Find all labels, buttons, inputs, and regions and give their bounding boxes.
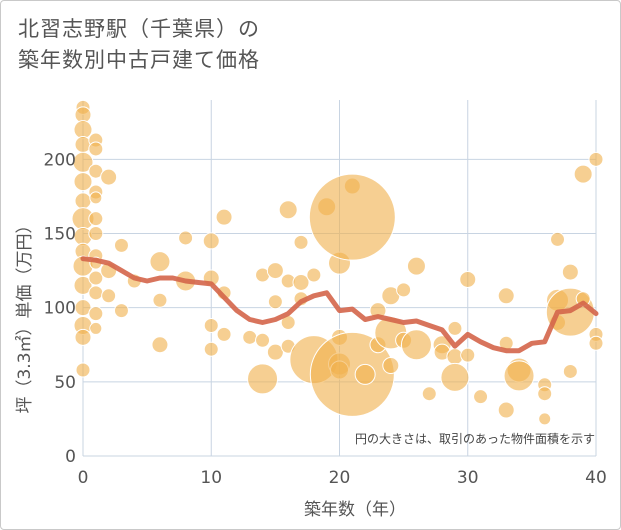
bubble-point: [562, 363, 578, 379]
bubble-point: [152, 292, 168, 308]
bubble-point: [215, 208, 233, 226]
bubble-point: [396, 282, 412, 298]
bubble-point: [459, 270, 477, 288]
x-tick-label: 40: [585, 468, 607, 488]
x-tick-label: 20: [329, 468, 351, 488]
bubble-point: [113, 237, 129, 253]
bubble-point: [266, 262, 284, 280]
trend-line: [80, 256, 599, 354]
bubble-point: [216, 326, 232, 342]
bubble-point: [266, 343, 284, 361]
bubble-point: [73, 120, 93, 140]
bubble-point: [202, 232, 220, 250]
y-tick-label: 200: [44, 150, 76, 170]
bubble-point: [447, 320, 463, 336]
bubble-point: [473, 389, 489, 405]
x-tick-label: 10: [200, 468, 222, 488]
bubble-point: [440, 362, 470, 392]
chart-title-line-2: 築年数別中古戸建て価格: [18, 48, 260, 72]
bubble-point: [293, 234, 309, 250]
bubble-point: [267, 294, 283, 310]
bubble-point: [354, 363, 376, 385]
bubble-point: [497, 401, 515, 419]
x-tick-label: 0: [78, 468, 89, 488]
bubble-point: [255, 332, 271, 348]
bubble-point: [74, 192, 92, 210]
bubble-point: [278, 200, 298, 220]
bubble-point: [100, 168, 118, 186]
x-tick-label: 30: [457, 468, 479, 488]
bubble-point: [88, 270, 104, 286]
bubble-point: [89, 321, 103, 335]
bubble-point: [308, 173, 396, 261]
bubble-point: [497, 287, 515, 305]
bubble-point: [503, 360, 535, 392]
chart-title: 北習志野駅（千葉県）の 築年数別中古戸建て価格: [18, 14, 260, 76]
bubble-point: [550, 231, 566, 247]
bubble-point: [588, 335, 604, 351]
y-tick-label: 0: [65, 447, 76, 467]
bubble-series: [71, 99, 604, 426]
bubble-point: [400, 329, 432, 361]
size-annotation: 円の大きさは、取引のあった物件面積を示す: [355, 431, 595, 446]
bubble-point: [74, 328, 92, 346]
bubble-point: [88, 226, 104, 241]
axis-ticks: 0 10 20 30 40 0 50 100 150 200: [44, 150, 607, 488]
bubble-point: [242, 329, 258, 345]
bubble-point: [309, 331, 395, 417]
chart-title-line-1: 北習志野駅（千葉県）の: [18, 17, 260, 41]
bubble-point: [588, 151, 604, 167]
bubble-point: [538, 412, 552, 426]
bubble-point: [573, 164, 593, 184]
bubble-point: [382, 357, 400, 375]
bubble-point: [203, 317, 219, 333]
bubble-point: [88, 211, 104, 227]
bubble-point: [101, 288, 117, 304]
bubble-point: [178, 230, 194, 246]
bubble-point: [73, 172, 93, 192]
y-tick-label: 50: [54, 373, 76, 393]
bubble-point: [203, 341, 219, 357]
bubble-point: [89, 191, 103, 205]
bubble-point: [537, 386, 553, 402]
bubble-point: [149, 251, 171, 273]
bubble-point: [421, 386, 437, 402]
bubble-point: [88, 141, 104, 157]
bubble-point: [306, 267, 322, 283]
bubble-point: [292, 273, 310, 291]
y-axis-title: 坪（3.3㎡）単価（万円）: [15, 216, 35, 413]
bubble-point: [75, 362, 91, 378]
x-axis-title: 築年数（年）: [304, 500, 406, 520]
y-tick-label: 150: [44, 225, 76, 245]
bubble-point: [88, 285, 104, 301]
bubble-point: [113, 303, 129, 319]
bubble-point: [73, 275, 93, 295]
y-tick-label: 100: [44, 299, 76, 319]
bubble-point: [151, 336, 169, 354]
bubble-point: [74, 299, 92, 317]
bubble-point: [247, 363, 279, 395]
bubble-point: [406, 256, 426, 276]
bubble-point: [460, 347, 476, 363]
bubble-point: [88, 306, 104, 322]
bubble-point: [561, 263, 579, 281]
